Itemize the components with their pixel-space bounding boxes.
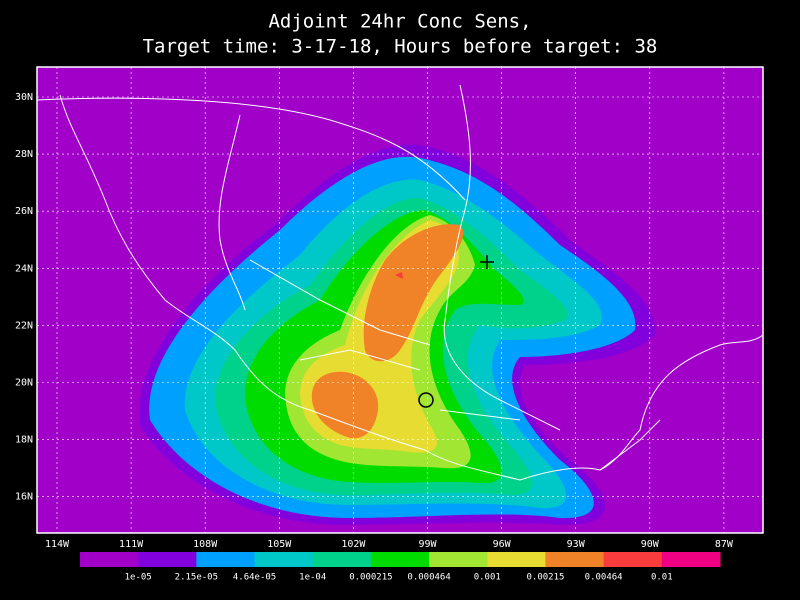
colorbar-label: 0.000215 xyxy=(349,573,392,583)
coastline xyxy=(59,84,763,481)
colorbar-label: 1e-04 xyxy=(299,573,326,583)
lon-label: 111W xyxy=(119,539,144,550)
border xyxy=(37,97,661,471)
field-level xyxy=(363,224,464,362)
colorbar-label: 0.00215 xyxy=(526,573,564,583)
colorbar-swatch xyxy=(138,552,197,567)
colorbar-swatch xyxy=(196,552,256,567)
lon-label: 102W xyxy=(341,539,366,550)
lat-label: 26N xyxy=(15,206,33,217)
lat-label: 20N xyxy=(15,378,33,389)
lon-label: 105W xyxy=(267,539,292,550)
plot-frame xyxy=(36,66,764,534)
source-marker xyxy=(418,392,434,408)
lon-label: 87W xyxy=(715,539,734,550)
lat-label: 22N xyxy=(15,320,33,331)
colorbar-label: 0.001 xyxy=(474,573,501,583)
grid xyxy=(37,67,763,533)
colorbar-swatch xyxy=(80,552,139,567)
title-line: Adjoint 24hr Conc Sens, xyxy=(268,11,531,33)
colorbar-swatch xyxy=(545,552,605,567)
lat-label: 18N xyxy=(15,435,33,446)
lon-label: 114W xyxy=(45,539,70,550)
tick-labels: 30N 28N 26N 24N 22N 20N 18N 16N 114W 111W 108W 105W… xyxy=(15,92,734,550)
colorbar-label: 4.64e-05 xyxy=(233,573,276,583)
colorbar-label: 1e-05 xyxy=(125,573,152,583)
colorbar-label: 2.15e-05 xyxy=(175,573,218,583)
colorbar-swatch xyxy=(603,552,663,567)
title-line: Target time: 3-17-18, Hours before targe… xyxy=(143,36,658,58)
colorbar-swatch xyxy=(312,552,372,567)
colorbar-label: 0.01 xyxy=(651,573,673,583)
lon-label: 93W xyxy=(567,539,586,550)
lat-label: 16N xyxy=(15,492,33,503)
lon-label: 96W xyxy=(493,539,512,550)
colorbar-label: 0.00464 xyxy=(585,573,623,583)
target-marker xyxy=(480,255,494,269)
lon-label: 108W xyxy=(193,539,218,550)
colorbar-swatch xyxy=(370,552,430,567)
colorbar-swatch xyxy=(254,552,314,567)
map-plot xyxy=(37,67,763,533)
lat-label: 24N xyxy=(15,263,33,274)
colorbar-swatch xyxy=(661,552,721,567)
lon-label: 99W xyxy=(418,539,437,550)
field-level xyxy=(311,371,379,439)
lat-label: 30N xyxy=(15,92,33,103)
lat-label: 28N xyxy=(15,149,33,160)
lon-label: 90W xyxy=(641,539,660,550)
colorbar-swatch xyxy=(429,552,488,567)
colorbar-label: 0.000464 xyxy=(407,573,450,583)
colorbar-swatch xyxy=(487,552,546,567)
field-level xyxy=(395,272,403,279)
colorbar: 1e-05 2.15e-05 4.64e-05 1e-04 0.000215 0.0004… xyxy=(80,552,721,583)
